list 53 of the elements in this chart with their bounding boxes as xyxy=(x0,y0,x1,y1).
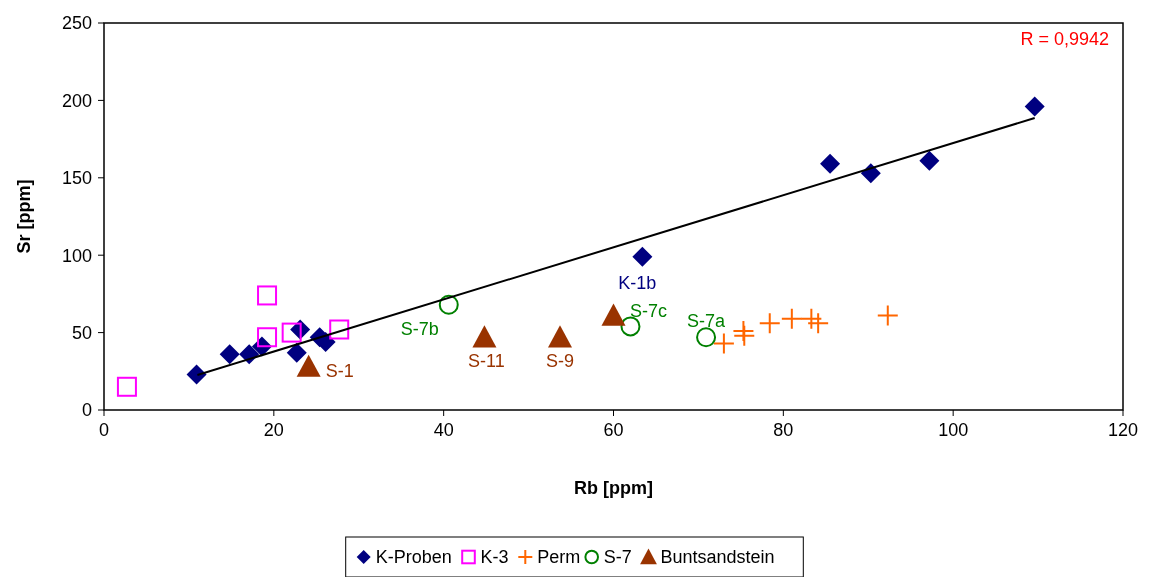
point xyxy=(186,364,207,385)
x-tick-label: 0 xyxy=(98,420,110,440)
legend-label: S-7 xyxy=(603,547,632,568)
x-tick-label: 80 xyxy=(773,420,794,440)
y-tick-label: 200 xyxy=(61,90,92,111)
point xyxy=(257,327,278,348)
y-tick-label: 0 xyxy=(81,400,92,421)
x-tick-label: 60 xyxy=(603,420,624,440)
point xyxy=(758,312,781,335)
point xyxy=(919,150,940,171)
point xyxy=(116,376,137,397)
point xyxy=(281,322,302,343)
y-tick-label: 250 xyxy=(61,13,92,34)
point xyxy=(712,332,735,355)
x-tick-label: 100 xyxy=(938,420,969,440)
point xyxy=(601,303,626,326)
point xyxy=(257,285,278,306)
point xyxy=(807,312,830,335)
y-axis-title: Sr [ppm] xyxy=(14,179,34,254)
point xyxy=(632,246,653,267)
annotation: S-7c xyxy=(629,300,667,321)
legend-label: K-3 xyxy=(480,547,509,568)
x-axis-title: Rb [ppm] xyxy=(574,478,653,498)
annotation: R = 0,9942 xyxy=(1020,29,1109,49)
x-tick-label: 120 xyxy=(1107,420,1139,440)
annotation: S-1 xyxy=(325,360,354,381)
y-tick-label: 50 xyxy=(71,322,92,343)
point xyxy=(219,344,240,365)
annotation: S-7b xyxy=(400,319,439,340)
point xyxy=(548,325,572,348)
legend-label: K-Proben xyxy=(375,547,452,568)
point xyxy=(876,304,899,327)
point xyxy=(286,342,307,363)
y-tick-label: 150 xyxy=(61,168,92,189)
point xyxy=(329,319,350,340)
point xyxy=(696,327,717,348)
point xyxy=(296,354,321,377)
point xyxy=(1024,96,1045,117)
annotation: S-11 xyxy=(468,350,505,371)
x-tick-label: 20 xyxy=(263,420,284,440)
annotation: S-9 xyxy=(545,350,575,371)
y-tick-label: 100 xyxy=(61,245,92,266)
point xyxy=(472,325,497,348)
point xyxy=(800,307,823,330)
annotation: K-1b xyxy=(618,273,657,294)
legend-label: Perm xyxy=(537,547,581,568)
point xyxy=(780,307,803,330)
x-tick-label: 40 xyxy=(433,420,454,440)
legend-label: Buntsandstein xyxy=(660,547,775,568)
point xyxy=(820,153,841,174)
point xyxy=(620,316,641,337)
point xyxy=(438,294,459,315)
annotation: S-7a xyxy=(687,310,727,331)
